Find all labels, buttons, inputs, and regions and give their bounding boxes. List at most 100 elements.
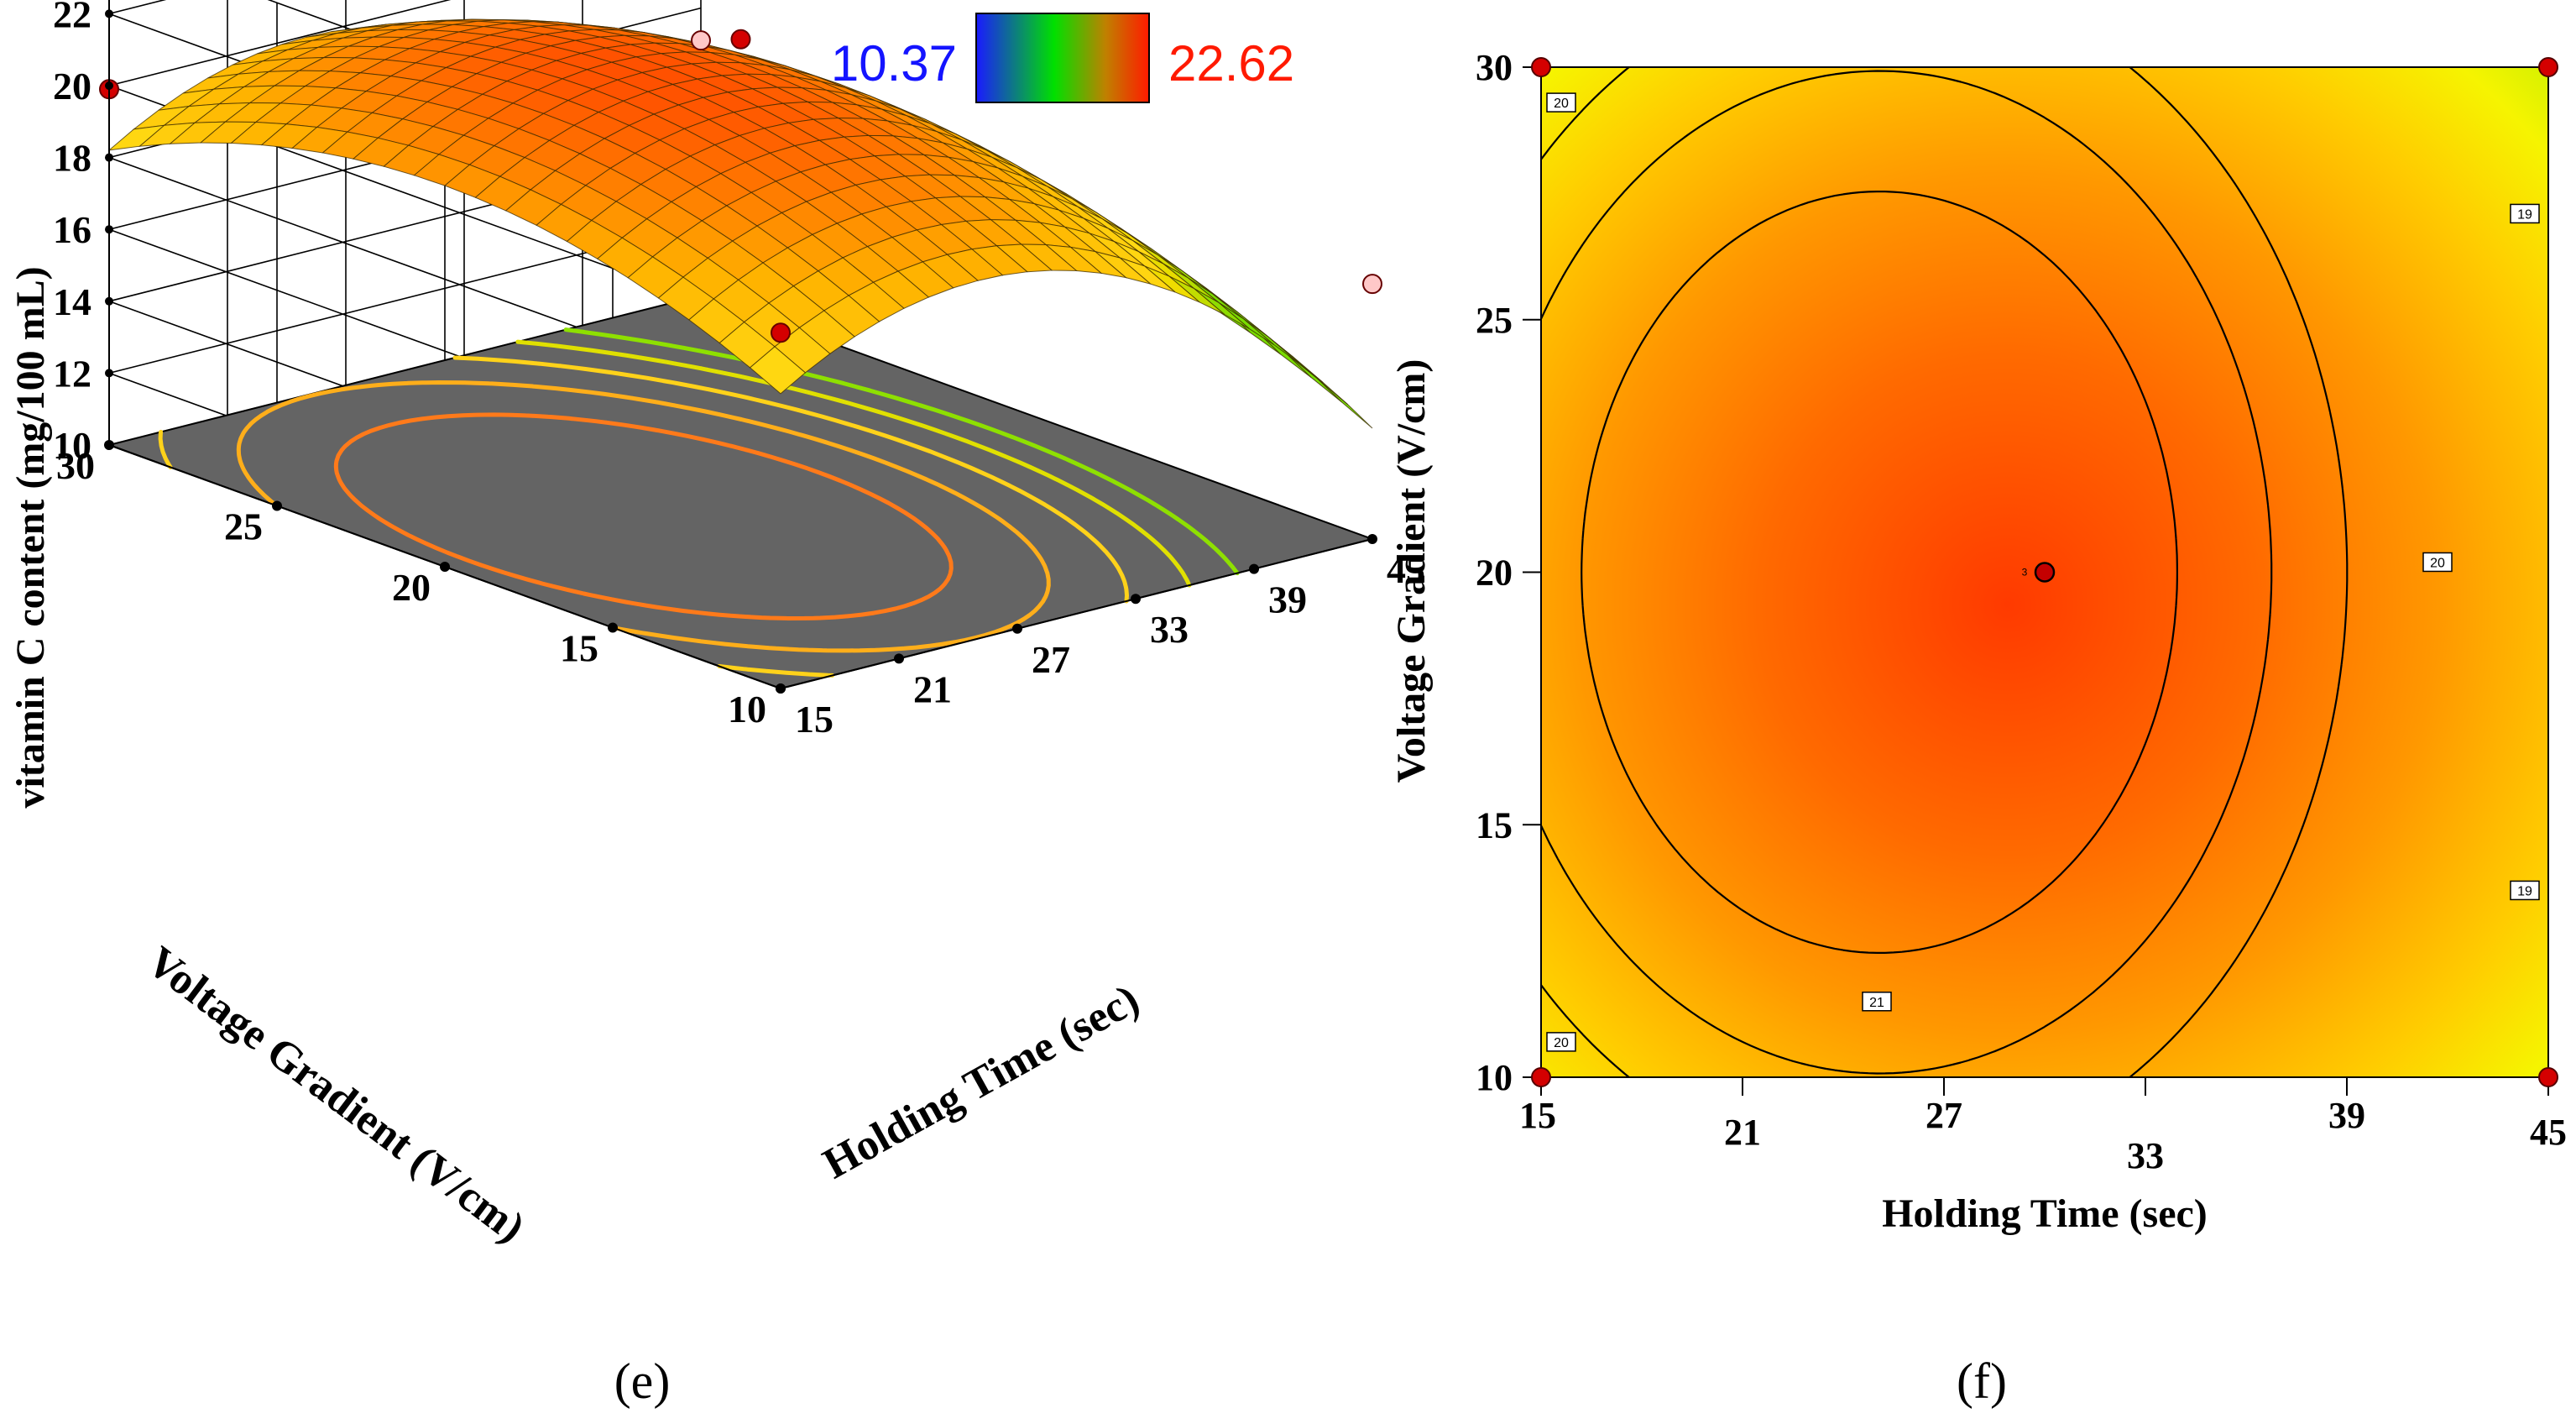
- floor-contour-17: [563, 327, 1240, 576]
- x-tick-label: 39: [1268, 578, 1307, 621]
- colorbar-max-label: 22.62: [1168, 35, 1294, 92]
- x-tick-label: 15: [795, 698, 833, 741]
- floor-contour-19: [158, 355, 1129, 678]
- contour-label: 20: [2422, 552, 2453, 573]
- x-tick-dot: [894, 653, 904, 664]
- z-tick-dot: [105, 81, 113, 90]
- z-tick-label: 22: [53, 0, 91, 35]
- colorbar-min-label: 10.37: [831, 35, 957, 92]
- contour-label-box: [1546, 1032, 1576, 1052]
- z-tick-label: 20: [53, 65, 91, 107]
- contour-label-text: 19: [2517, 207, 2532, 222]
- x-axis-label-3d: Holding Time (sec): [816, 976, 1147, 1188]
- y-tick-dot: [440, 562, 450, 572]
- colorbar-gradient: [975, 13, 1150, 103]
- contour-line-19: [1541, 67, 2349, 1077]
- contour-label-box: [1546, 92, 1576, 113]
- x-tick-label: 33: [2127, 1135, 2164, 1176]
- center-point-replicate-label: 3: [2022, 567, 2028, 578]
- x-tick-label: 45: [1387, 548, 1425, 591]
- y-tick-label: 15: [560, 627, 598, 670]
- contour-line-20: [1541, 70, 2273, 1075]
- contour-label-box: [2510, 880, 2540, 901]
- panel-e-caption: (e): [614, 1353, 671, 1409]
- contour-label: 19: [2510, 203, 2540, 224]
- panel-e-surface-plot: 10.37 22.62 1521273339451015202530101214…: [8, 0, 1425, 1409]
- contour-label: 20: [1546, 1032, 1576, 1052]
- y-tick-label: 20: [392, 566, 431, 609]
- z-tick-label: 10: [53, 424, 91, 467]
- panel-f-caption: (f): [1957, 1353, 2007, 1409]
- floor-contour-20: [236, 380, 1051, 653]
- design-points: 3: [1531, 57, 2558, 1087]
- y-tick-label: 10: [1476, 1057, 1513, 1098]
- y-tick-label: 25: [1476, 300, 1513, 341]
- y-tick-dot: [272, 500, 282, 511]
- y-axis-label-3d: Voltage Gradient (V/cm): [138, 938, 533, 1253]
- z-tick-label: 12: [53, 352, 91, 395]
- design-point: [1531, 1067, 1551, 1087]
- x-tick-label: 21: [1724, 1112, 1761, 1153]
- x-tick-label: 27: [1925, 1095, 1962, 1136]
- y-axis-label: Voltage Gradient (V/cm): [1389, 359, 1434, 783]
- y-tick-label: 15: [1476, 804, 1513, 846]
- x-tick-dot: [1131, 594, 1141, 605]
- z-tick-dot: [105, 153, 113, 162]
- surface-facet: [1286, 353, 1342, 403]
- axes-3d: 15212733394510152025301012141618202224: [53, 0, 1425, 741]
- z-tick-dot: [105, 369, 113, 378]
- contour-label: 21: [1862, 992, 1892, 1012]
- x-tick-label: 39: [2328, 1095, 2365, 1136]
- y-tick-label: 20: [1476, 552, 1513, 594]
- x-tick-dot: [1012, 623, 1022, 634]
- design-point: [2538, 57, 2558, 77]
- x-tick-label: 45: [2530, 1112, 2567, 1153]
- surface-facet: [1218, 301, 1274, 345]
- x-axis-label: Holding Time (sec): [1882, 1191, 2208, 1236]
- y-tick-label: 25: [224, 505, 263, 548]
- contour-label-text: 20: [1554, 1036, 1569, 1050]
- contour-label-box: [1862, 992, 1892, 1012]
- z-tick-label: 16: [53, 208, 91, 251]
- contour-label-text: 20: [1554, 97, 1569, 111]
- floor-contour-21: [333, 412, 954, 620]
- contour-labels: 21 20 20 20 19 19: [1546, 92, 2540, 1052]
- z-tick-dot: [105, 9, 113, 18]
- z-tick-dot: [105, 225, 113, 234]
- design-point: [771, 322, 791, 343]
- z-tick-label: 14: [53, 280, 91, 323]
- design-point: [1362, 274, 1382, 295]
- y-tick-label: 30: [1476, 47, 1513, 88]
- contour-label-text: 21: [1869, 996, 1884, 1010]
- design-point: [1531, 57, 1551, 77]
- y-tick-label: 30: [56, 444, 95, 487]
- surface-facet: [1194, 288, 1250, 329]
- design-point: [691, 30, 711, 51]
- response-surface: [107, 18, 1373, 429]
- z-tick-dot: [105, 296, 113, 306]
- x-axis-line: [780, 538, 1373, 689]
- contour-label-text: 20: [2430, 556, 2445, 570]
- contour-label-box: [2422, 552, 2453, 573]
- contour-lines: [1541, 67, 2349, 1077]
- center-point: [2034, 562, 2056, 583]
- x-tick-label: 33: [1150, 608, 1189, 651]
- contour-line-21: [1581, 191, 2178, 954]
- floor-contour-18: [515, 339, 1192, 588]
- contour-label-text: 19: [2517, 884, 2532, 898]
- z-axis-label: vitamin C content (mg/100 mL): [8, 266, 53, 808]
- x-tick-label: 27: [1032, 638, 1070, 681]
- y-tick-dot: [776, 683, 786, 694]
- x-tick-label: 21: [913, 668, 952, 710]
- surface-facet: [749, 346, 807, 395]
- x-tick-label: 15: [1519, 1095, 1556, 1136]
- colorbar: 10.37 22.62: [831, 13, 1294, 103]
- x-tick-dot: [1367, 534, 1377, 544]
- contour-label: 20: [1546, 92, 1576, 113]
- y-tick-dot: [608, 622, 618, 633]
- y-tick-label: 10: [728, 688, 766, 730]
- z-tick-dot: [105, 441, 113, 449]
